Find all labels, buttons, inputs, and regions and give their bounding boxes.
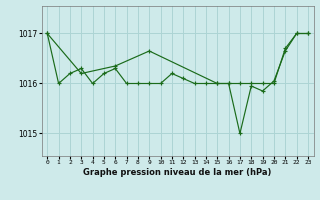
X-axis label: Graphe pression niveau de la mer (hPa): Graphe pression niveau de la mer (hPa) <box>84 168 272 177</box>
